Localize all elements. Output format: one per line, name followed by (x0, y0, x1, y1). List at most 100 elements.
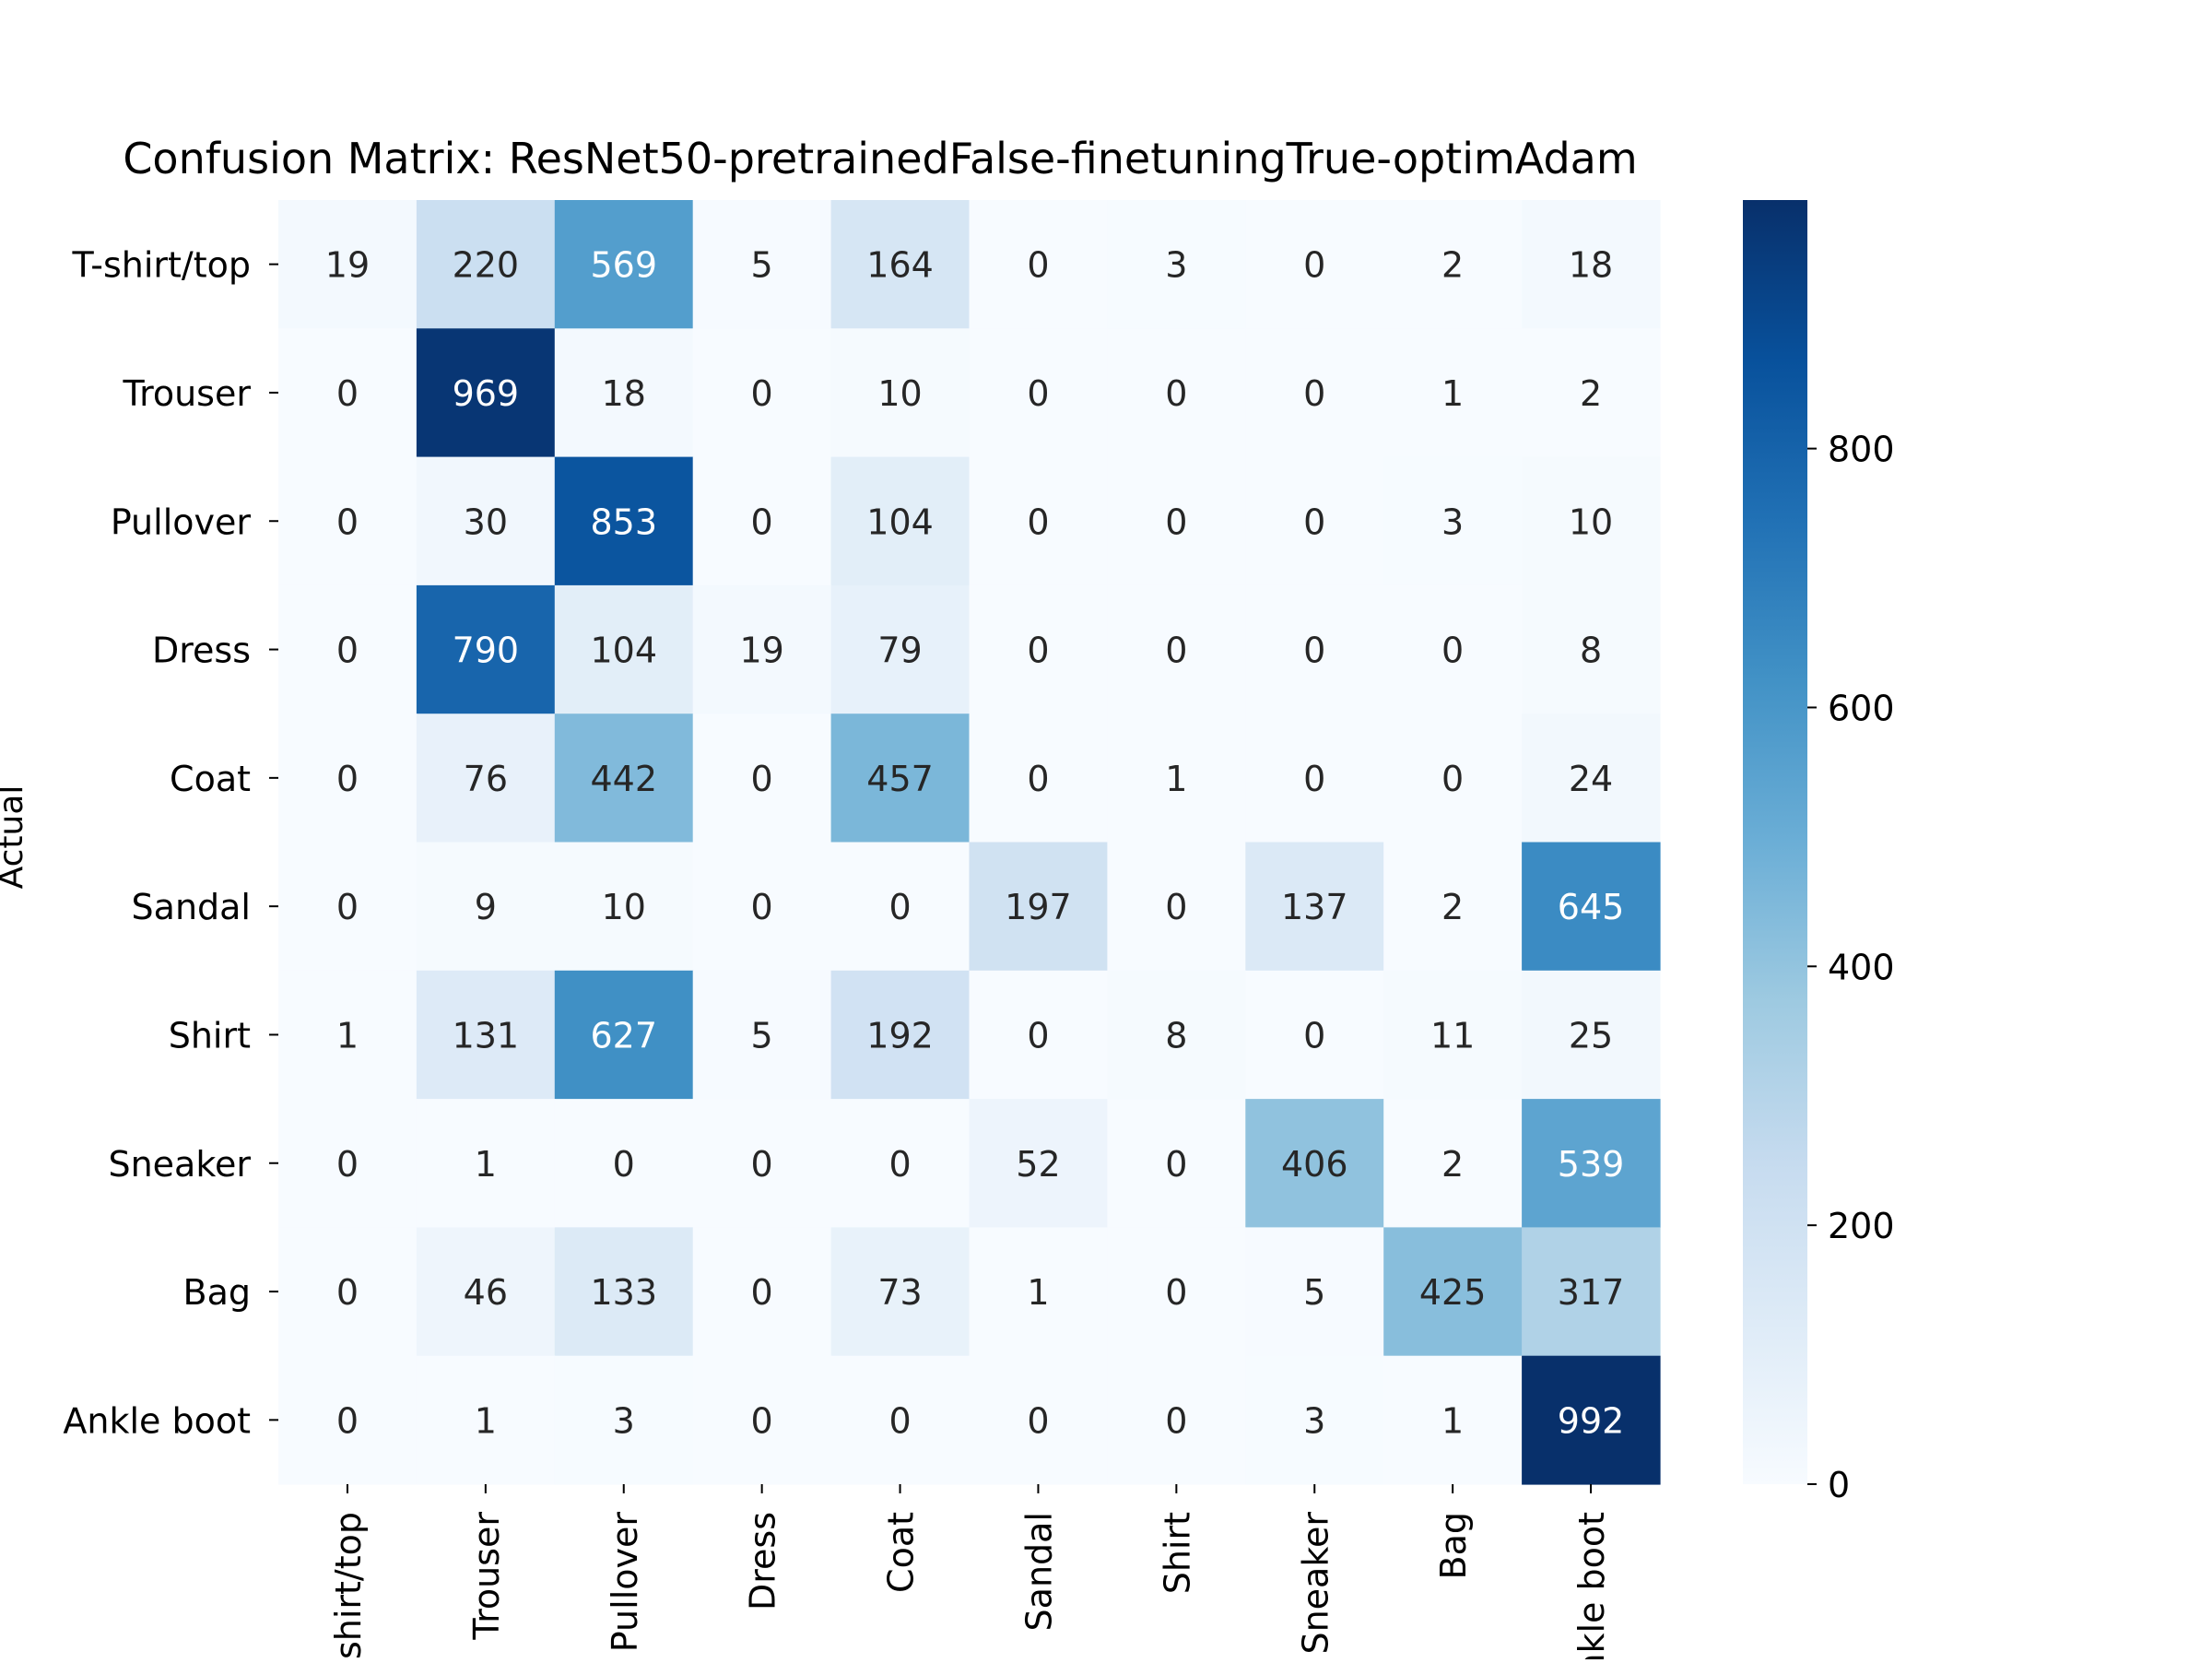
heatmap-cell (1245, 200, 1384, 329)
cell-value-label: 10 (1569, 501, 1613, 542)
cell-value-label: 25 (1569, 1015, 1613, 1056)
heatmap-cell (1245, 1355, 1384, 1485)
heatmap-cell (1383, 714, 1523, 843)
heatmap-cell (1245, 328, 1384, 458)
cell-value-label: 0 (1027, 501, 1049, 542)
heatmap-cell (969, 1227, 1108, 1357)
heatmap-cell (1522, 584, 1661, 714)
cell-value-label: 0 (751, 759, 773, 799)
heatmap-cell (278, 842, 418, 972)
x-axis: T-shirt/top Trouser Pullover Dress Coat Sanda… (328, 1484, 1612, 1663)
cell-value-label: 24 (1569, 759, 1613, 799)
cell-value-label: 10 (877, 373, 922, 414)
y-axis-label: Actual (0, 785, 30, 890)
cell-value-label: 0 (751, 887, 773, 927)
heatmap-cell (830, 328, 971, 458)
heatmap-cell (554, 842, 694, 972)
cell-value-label: 457 (866, 759, 934, 799)
cell-value-label: 425 (1419, 1272, 1487, 1313)
heatmap-cell (969, 584, 1108, 714)
cell-value-label: 19 (325, 245, 370, 286)
cell-value-label: 2 (1441, 245, 1464, 286)
heatmap-cell (969, 1355, 1108, 1485)
heatmap-cell (692, 970, 832, 1100)
cell-value-label: 0 (888, 1400, 911, 1441)
heatmap-cell (416, 1099, 556, 1228)
cell-value-label: 0 (751, 1144, 773, 1185)
heatmap-cell (1383, 1227, 1523, 1357)
cell-value-label: 2 (1441, 1144, 1464, 1185)
x-tick-label: Bag (1433, 1512, 1474, 1579)
cell-value-label: 3 (1441, 501, 1464, 542)
cell-value-label: 104 (590, 631, 657, 671)
cell-value-label: 969 (453, 373, 520, 414)
heatmap-cell (1107, 1355, 1246, 1485)
cell-value-label: 0 (336, 887, 359, 927)
heatmap-cell (554, 584, 694, 714)
heatmap-cell (416, 584, 556, 714)
cell-value-label: 2 (1441, 887, 1464, 927)
cell-value-label: 790 (453, 631, 520, 671)
heatmap-cell (692, 584, 832, 714)
cell-value-label: 0 (336, 1144, 359, 1185)
heatmap-cell (554, 200, 694, 329)
heatmap-cell (1107, 584, 1246, 714)
heatmap-cell (1107, 328, 1246, 458)
heatmap-cell (416, 456, 556, 586)
cell-value-label: 192 (866, 1015, 934, 1056)
cell-value-label: 3 (1303, 1400, 1325, 1441)
x-tick-label: T-shirt/top (328, 1512, 369, 1659)
heatmap-cell (1245, 970, 1384, 1100)
heatmap-cell (969, 970, 1108, 1100)
heatmap-cell (1522, 842, 1661, 972)
heatmap-cell (1383, 1099, 1523, 1228)
cell-value-label: 197 (1005, 887, 1072, 927)
cell-value-label: 0 (1165, 373, 1187, 414)
cell-value-label: 3 (1165, 245, 1187, 286)
cell-value-label: 30 (464, 501, 508, 542)
heatmap-cell-labels: 19 220 569 5 164 0 3 0 2 180 969 18 0 10 0 0 0 1 20 30 853 0 1… (325, 245, 1625, 1442)
heatmap-cell (1522, 200, 1661, 329)
cell-value-label: 0 (1303, 1015, 1325, 1056)
colorbar (1743, 200, 1807, 1484)
cell-value-label: 0 (751, 501, 773, 542)
heatmap-cell (278, 456, 418, 586)
cell-value-label: 164 (866, 245, 934, 286)
cell-value-label: 853 (590, 501, 657, 542)
heatmap-cells (278, 200, 1661, 1485)
cell-value-label: 0 (336, 631, 359, 671)
cell-value-label: 0 (751, 373, 773, 414)
cell-value-label: 0 (1027, 1400, 1049, 1441)
cell-value-label: 0 (1027, 373, 1049, 414)
heatmap-cell (969, 1099, 1108, 1228)
heatmap-cell (1383, 328, 1523, 458)
cell-value-label: 645 (1558, 887, 1625, 927)
cell-value-label: 1 (1165, 759, 1187, 799)
heatmap-cell (830, 842, 971, 972)
colorbar-tick-label: 200 (1828, 1206, 1895, 1246)
y-tick-label: Bag (183, 1272, 251, 1313)
cell-value-label: 1 (475, 1400, 497, 1441)
heatmap-cell (830, 584, 971, 714)
heatmap-cell (692, 328, 832, 458)
cell-value-label: 5 (751, 245, 773, 286)
heatmap-cell (554, 970, 694, 1100)
y-tick-label: Ankle boot (63, 1400, 251, 1441)
cell-value-label: 220 (453, 245, 520, 286)
cell-value-label: 0 (1165, 501, 1187, 542)
y-tick-label: Sneaker (108, 1144, 251, 1185)
x-tick-label: Sneaker (1295, 1512, 1335, 1655)
cell-value-label: 0 (336, 1400, 359, 1441)
y-tick-label: Coat (170, 759, 251, 799)
cell-value-label: 1 (475, 1144, 497, 1185)
heatmap-cell (278, 1227, 418, 1357)
heatmap-cell (554, 328, 694, 458)
heatmap-cell (969, 200, 1108, 329)
heatmap-cell (278, 1355, 418, 1485)
cell-value-label: 1 (1441, 1400, 1464, 1441)
cell-value-label: 73 (877, 1272, 922, 1313)
cell-value-label: 0 (1027, 245, 1049, 286)
cell-value-label: 0 (751, 1400, 773, 1441)
cell-value-label: 76 (464, 759, 508, 799)
